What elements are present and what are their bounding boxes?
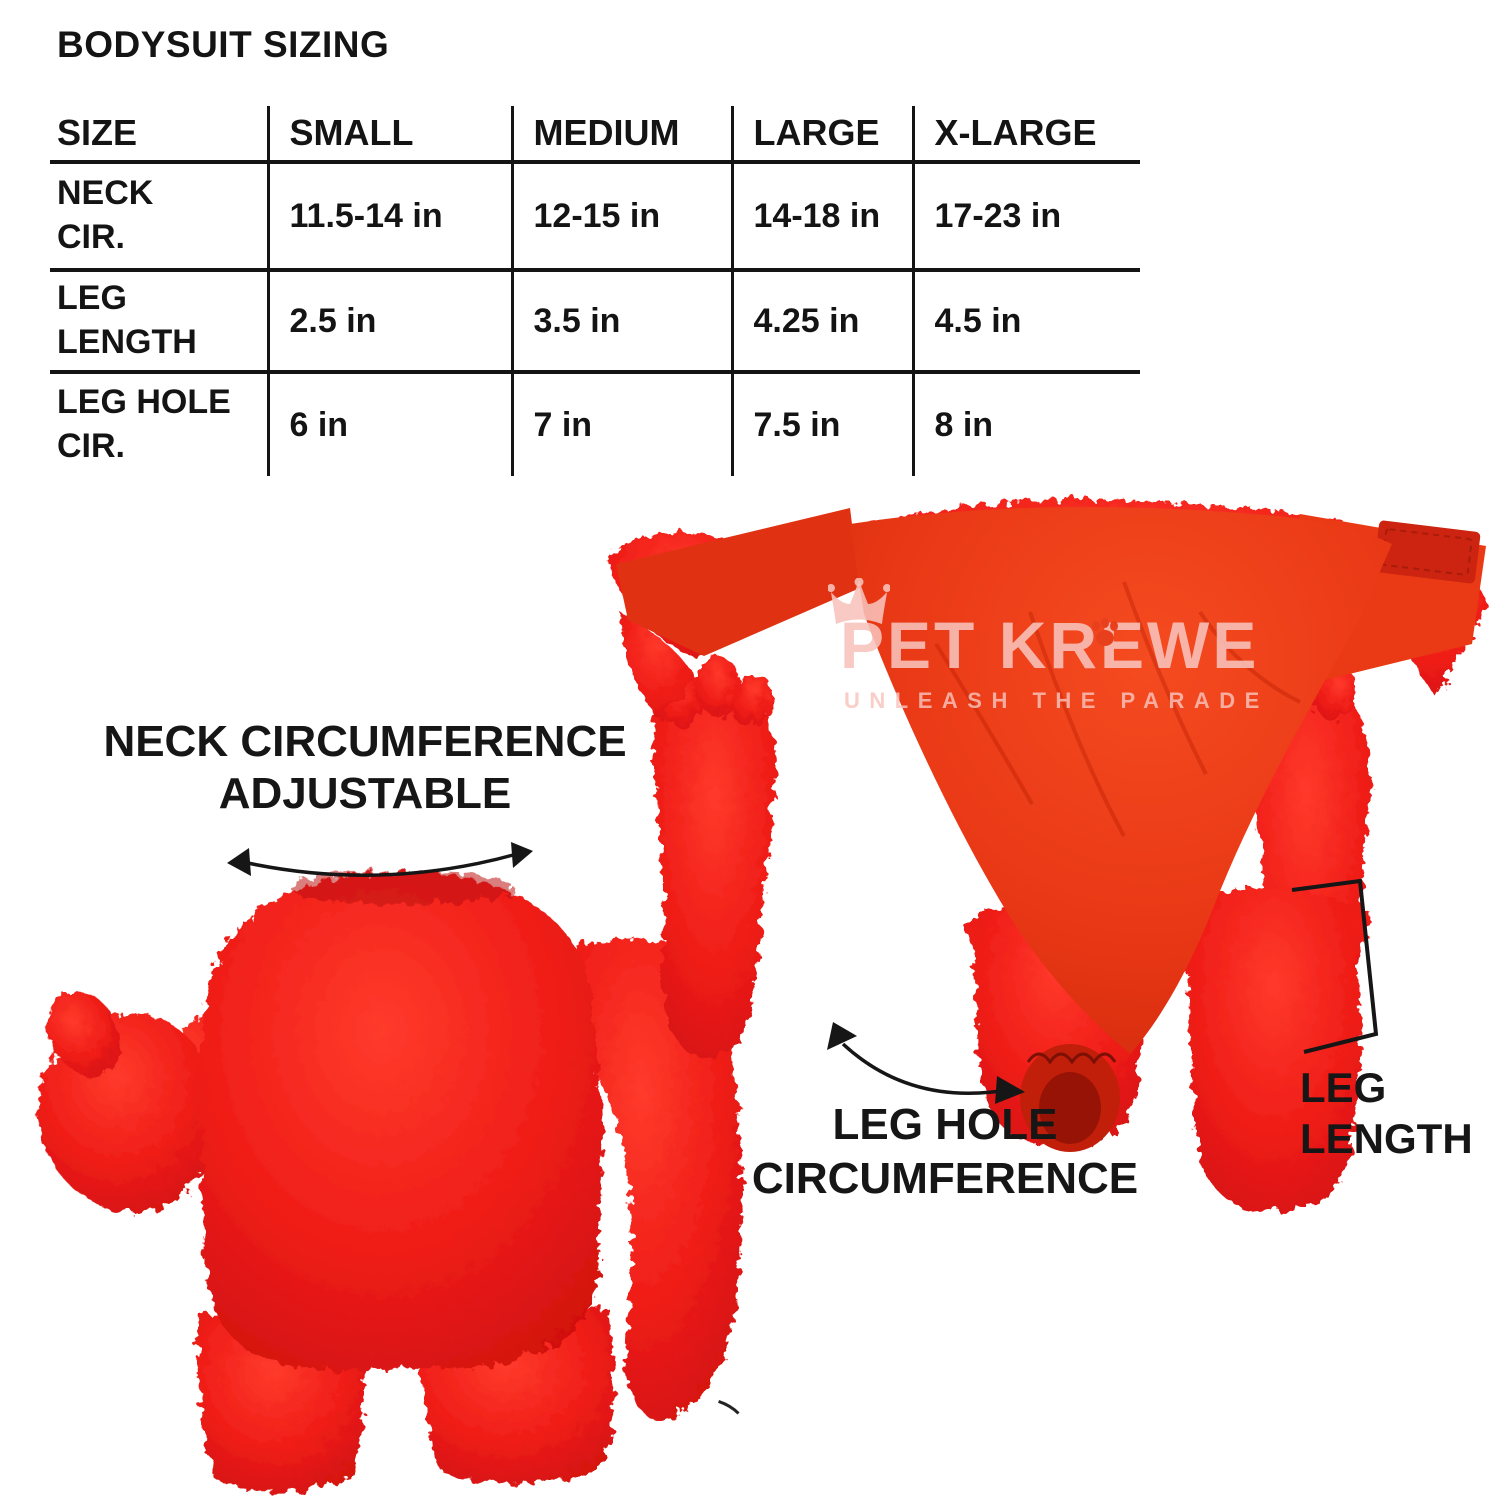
front-neck-opening [290, 870, 514, 905]
brand-name: PET KREWE [840, 608, 1260, 682]
header-cell-small: SMALL [266, 106, 512, 164]
lining-wrinkles [934, 581, 1301, 837]
front-torso [200, 871, 602, 1370]
cell-leglength-medium: 3.5 in [510, 270, 732, 374]
inside-right-leg [1187, 887, 1360, 1212]
header-cell-medium: MEDIUM [510, 106, 732, 164]
cell-neck-large: 14-18 in [730, 162, 913, 272]
cell-leglength-large: 4.25 in [730, 270, 913, 374]
table-row-leg-length: LEG LENGTH 2.5 in 3.5 in 4.25 in 4.5 in [50, 270, 1140, 374]
leg-hole-curved-arrow-icon [827, 1022, 1025, 1104]
brand-watermark: PET KREWE UNLEASH THE PARADE [826, 578, 1296, 728]
table-header-row: SIZE SMALL MEDIUM LARGE X-LARGE [50, 106, 1140, 164]
page-title: BODYSUIT SIZING [57, 24, 390, 65]
inside-left-flap [616, 508, 860, 656]
cell-neck-small: 11.5-14 in [266, 162, 512, 272]
cell-neck-medium: 12-15 in [510, 162, 732, 272]
sizing-table: SIZE SMALL MEDIUM LARGE X-LARGE NECK CIR… [50, 106, 1140, 476]
cell-neck-xlarge: 17-23 in [911, 162, 1140, 272]
inside-lining-panel [850, 506, 1392, 1054]
header-cell-size: SIZE [50, 106, 268, 164]
inside-out-view-photo [608, 499, 1488, 1212]
front-thread-mark [718, 1400, 740, 1415]
header-cell-xlarge: X-LARGE [911, 106, 1140, 164]
table-row-leg-hole-cir: LEG HOLE CIR. 6 in 7 in 7.5 in 8 in [50, 372, 1140, 476]
velcro-stitching [1381, 528, 1473, 576]
cell-leghole-xlarge: 8 in [911, 372, 1140, 476]
cell-leglength-small: 2.5 in [266, 270, 512, 374]
annotation-leg-length: LEG LENGTH [1300, 1064, 1473, 1163]
front-left-thumb [47, 991, 120, 1075]
cell-leghole-medium: 7 in [510, 372, 732, 476]
velcro-tab [1373, 520, 1481, 584]
cell-leghole-small: 6 in [266, 372, 512, 476]
front-view-photo [37, 870, 742, 1492]
cell-leghole-large: 7.5 in [730, 372, 913, 476]
leg-length-bracket-icon [1291, 878, 1379, 1054]
header-cell-large: LARGE [730, 106, 913, 164]
front-bodysuit-shape [37, 870, 742, 1492]
annotation-neck-adjustable: NECK CIRCUMFERENCE ADJUSTABLE [103, 717, 627, 818]
front-right-arm [559, 937, 742, 1420]
inside-left-arm [652, 684, 777, 1058]
cell-leglength-xlarge: 4.5 in [911, 270, 1140, 374]
row-label-neck-cir: NECK CIR. [50, 162, 268, 272]
row-label-leg-hole-cir: LEG HOLE CIR. [57, 383, 231, 465]
annotation-leg-hole: LEG HOLE CIRCUMFERENCE [751, 1100, 1139, 1203]
table-row-neck-cir: NECK CIR. 11.5-14 in 12-15 in 14-18 in 1… [50, 162, 1140, 272]
paw-icon [1092, 618, 1118, 646]
brand-tagline: UNLEASH THE PARADE [844, 688, 1269, 713]
row-label-leg-length: LEG LENGTH [50, 270, 268, 374]
inside-lining-shapes [616, 506, 1486, 1152]
neck-double-arrow-icon [227, 842, 533, 877]
crown-icon [828, 578, 890, 624]
